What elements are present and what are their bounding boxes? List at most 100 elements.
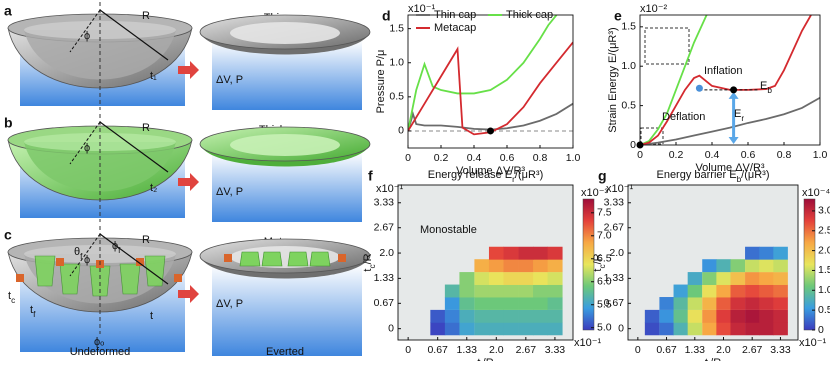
heat-cell — [730, 259, 746, 273]
colorbar-tick-label: 6.0 — [597, 276, 612, 288]
series-line — [640, 96, 820, 145]
x-tick-label: 0.2 — [434, 152, 449, 164]
x-tick-label: 2.0 — [716, 344, 731, 356]
cut-block — [338, 254, 346, 262]
y-axis-label: tc/R — [362, 253, 377, 271]
x-tick-label: 0.67 — [427, 344, 448, 356]
heat-cell — [773, 322, 788, 336]
load-label: ΔV, P — [216, 74, 243, 86]
heat-cell — [459, 284, 475, 298]
y-tick-label: 3.33 — [374, 197, 395, 209]
legend-label: Metacap — [434, 22, 476, 34]
panel-label: g — [598, 168, 607, 184]
cut-block — [174, 274, 182, 282]
text-part: t — [592, 269, 604, 272]
colorbar-tick-label: 6.5 — [597, 253, 612, 265]
heat-cell — [716, 259, 731, 273]
radius-label: R — [142, 234, 150, 246]
heat-cell — [474, 297, 490, 310]
text-part: /R — [483, 357, 494, 361]
series-line — [408, 102, 573, 132]
text-part: c — [368, 264, 377, 268]
opening-angle-label: ϕₒ — [94, 336, 104, 348]
heat-cell — [687, 309, 703, 323]
y-tick-label: 1.5 — [621, 21, 636, 33]
point — [487, 127, 494, 135]
heat-cell — [503, 259, 519, 273]
panel-label: f — [368, 168, 373, 184]
x-axis-label: Volume ΔV/R³ — [695, 162, 764, 174]
load-label: ΔV, P — [216, 298, 243, 310]
heat-cell — [518, 272, 534, 285]
heat-cell — [730, 297, 746, 310]
annotation: Er — [734, 108, 744, 123]
legend-label: Thin cap — [434, 9, 476, 21]
y-tick-label: 0 — [388, 322, 394, 334]
radius-label: R — [142, 122, 150, 134]
heat-cell — [673, 309, 689, 323]
heat-cell — [759, 246, 774, 260]
heat-cell — [745, 246, 760, 260]
heat-cell — [503, 322, 519, 336]
text-part: ϕ — [112, 240, 118, 252]
annotation: Inflation — [704, 65, 743, 77]
x-tick-label: 0.6 — [741, 149, 756, 161]
heat-cell — [745, 297, 760, 310]
flap — [309, 251, 331, 267]
y-tick-label: 2.0 — [609, 247, 624, 259]
y-tick-label: 3.33 — [604, 197, 625, 209]
x-multiplier: x10⁻¹ — [574, 337, 602, 349]
x-tick-label: 0.4 — [705, 149, 720, 161]
heat-cell — [518, 297, 534, 310]
chart-title: Energy barrier Eb/(μR³) — [656, 169, 769, 184]
heat-cell — [474, 284, 490, 298]
heat-cell — [745, 284, 760, 298]
angle-label: ϕ — [84, 254, 90, 266]
x-tick-label: 0 — [637, 149, 643, 161]
heat-cell — [518, 309, 534, 323]
plot-frame — [627, 184, 799, 341]
flap-span-label: ϕf — [112, 240, 121, 255]
y-tick-label: 0.5 — [389, 91, 404, 103]
heat-cell — [459, 297, 475, 310]
heat-cell — [702, 309, 717, 323]
flap-angle-label: θf — [74, 246, 83, 261]
y-tick-label: 1.0 — [621, 60, 636, 72]
x-tick-label: 0.67 — [656, 344, 677, 356]
x-tick-label: 2.67 — [516, 344, 537, 356]
heat-cell — [773, 246, 788, 260]
x-tick-label: 0.8 — [777, 149, 792, 161]
heat-cell — [659, 309, 674, 323]
x-tick-label: 3.33 — [770, 344, 791, 356]
colorbar-tick-label: 5.5 — [597, 299, 612, 311]
angle-ray — [69, 9, 101, 53]
x-tick-label: 2.0 — [489, 344, 504, 356]
plot-frame — [639, 14, 821, 146]
heat-cell — [716, 322, 731, 336]
text-part: t — [362, 269, 374, 272]
heat-cell — [533, 297, 549, 310]
heat-cell — [547, 246, 563, 260]
text-part: c — [11, 296, 15, 305]
heat-cell — [547, 322, 563, 336]
colorbar — [803, 198, 816, 331]
series-line — [408, 41, 573, 136]
heat-cell — [474, 272, 490, 285]
transition-arrow — [178, 285, 199, 303]
heat-cell — [503, 309, 519, 323]
text-part: /(μR³) — [741, 169, 769, 181]
heat-cell — [716, 272, 731, 285]
heat-cell — [444, 297, 460, 310]
text-part: r — [512, 175, 515, 184]
heat-cell — [547, 297, 563, 310]
heat-cell — [474, 322, 490, 336]
heat-cell — [459, 309, 475, 323]
annotation: Deflation — [662, 111, 705, 123]
heat-cell — [702, 322, 717, 336]
heat-cell — [533, 259, 549, 273]
chart-title: Energy release Er/(μR³) — [428, 169, 543, 184]
heat-cell — [533, 246, 549, 260]
arrow-head — [728, 91, 739, 99]
y-tick-label: 0.5 — [621, 99, 636, 111]
